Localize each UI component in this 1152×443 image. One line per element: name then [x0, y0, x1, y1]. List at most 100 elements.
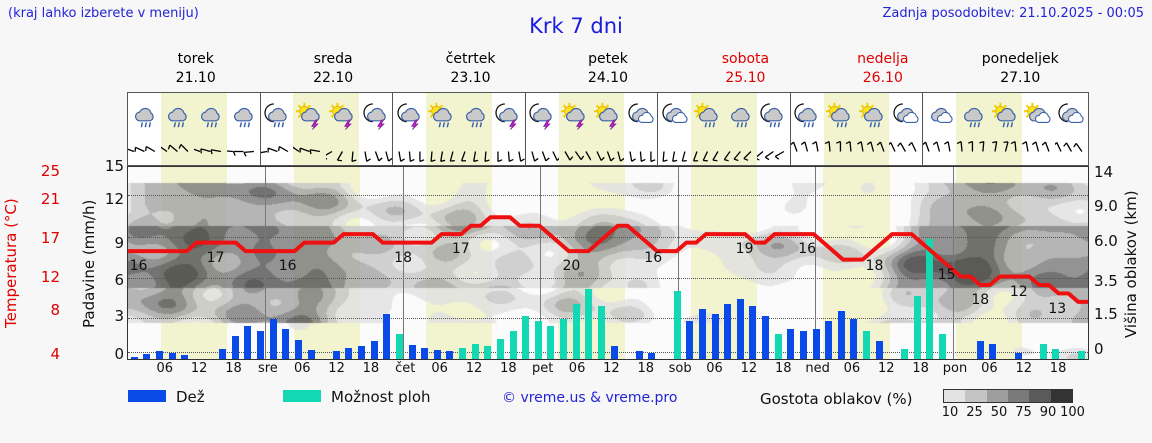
temp-label-13: 13: [1048, 300, 1067, 317]
wind-barb-group-23: [887, 138, 922, 165]
bar-slot-26: [456, 167, 469, 359]
cloud-ramp-tick-4: 90: [1039, 405, 1057, 420]
precip-bar: [332, 351, 340, 359]
bar-slot-30: [507, 167, 520, 359]
precipitation-bars: [128, 167, 1088, 359]
gridline-v-day-4: [677, 167, 679, 359]
cloud-density-ramp: [943, 389, 1073, 403]
gridline-v-day-2: [402, 167, 404, 359]
cloud-density-legend-title: Gostota oblakov (%): [760, 390, 913, 408]
precip-bar: [446, 351, 454, 359]
bar-slot-23: [418, 167, 431, 359]
precip-bar: [168, 352, 176, 359]
bar-slot-58: [860, 167, 873, 359]
cloud-rain-icon: [724, 93, 757, 138]
sun-cloud-icon: [1022, 93, 1055, 138]
precip-bar: [560, 318, 568, 359]
precip-bar: [181, 355, 189, 359]
sun-cloud-thunder-icon: [558, 93, 592, 138]
x-tick-4: 06: [293, 361, 311, 376]
copyright-link[interactable]: © vreme.us & vreme.pro: [502, 390, 678, 406]
axis-title-temperature: Temperatura (°C): [2, 198, 20, 328]
day-name: četrtek: [445, 51, 496, 67]
axis-title-precipitation: Padavine (mm/h): [80, 199, 98, 329]
wind-barb-group-16: [657, 138, 691, 165]
bar-slot-40: [633, 167, 646, 359]
bar-slot-62: [911, 167, 924, 359]
cloud-rain-icon: [160, 93, 194, 138]
precip-bar: [383, 313, 391, 359]
precip-bar: [837, 311, 845, 359]
bar-slot-57: [848, 167, 861, 359]
moon-cloud-thunder-icon: [359, 93, 392, 138]
cloud-rain-icon: [193, 93, 227, 138]
bar-slot-35: [570, 167, 583, 359]
wind-barb-group-18: [723, 138, 757, 165]
day-name: sreda: [313, 51, 353, 67]
bar-slot-20: [381, 167, 394, 359]
wind-barb-group-11: [492, 138, 525, 165]
day-name: petek: [588, 51, 628, 67]
bar-slot-32: [532, 167, 545, 359]
day-date: 26.10: [862, 70, 903, 86]
precip-bar: [863, 331, 871, 359]
day-date: 27.10: [1000, 70, 1041, 86]
temp-label-4: 17: [451, 241, 470, 258]
wind-barb-group-14: [591, 138, 625, 165]
precip-bar: [1014, 352, 1022, 359]
cloud-ramp-tick-5: 100: [1060, 405, 1085, 420]
precip-bar: [395, 333, 403, 359]
cloud-rain-icon: [956, 93, 990, 138]
precip-bar: [648, 352, 656, 359]
precip-tick-5: 0: [114, 345, 124, 363]
precip-bar: [307, 350, 315, 359]
x-tick-8: 06: [431, 361, 448, 376]
bar-slot-45: [696, 167, 709, 359]
precip-bar: [926, 238, 934, 359]
bar-slot-7: [216, 167, 229, 359]
precip-bar: [130, 356, 138, 359]
gridline-v-day-1: [265, 167, 267, 359]
sun-cloud-rain-icon: [989, 93, 1023, 138]
precip-bar: [724, 303, 732, 359]
wind-barb-group-15: [624, 138, 657, 165]
moon-cloud-thunder-icon: [392, 93, 426, 138]
sun-cloud-rain-icon: [426, 93, 459, 138]
wind-barb-group-21: [823, 138, 857, 165]
precip-bar: [269, 318, 277, 359]
bar-slot-53: [797, 167, 810, 359]
day-header-1: sreda 22.10: [264, 50, 401, 90]
wind-barb-group-24: [922, 138, 956, 165]
precip-bar: [799, 331, 807, 359]
bar-slot-68: [987, 167, 1000, 359]
bar-slot-70: [1012, 167, 1025, 359]
moon-cloud-icon: [657, 93, 691, 138]
x-tick-25: 12: [1015, 361, 1032, 376]
x-tick-19: ned: [805, 361, 830, 376]
precip-bar: [143, 353, 151, 359]
temp-label-5: 20: [562, 258, 581, 275]
bar-slot-44: [684, 167, 697, 359]
wind-barb-group-1: [157, 138, 194, 165]
bar-slot-75: [1075, 167, 1088, 359]
precip-tick-0: 15: [104, 157, 124, 175]
precip-bar: [635, 351, 643, 359]
bar-slot-11: [267, 167, 280, 359]
wind-barb-group-19: [754, 138, 790, 165]
bar-slot-36: [583, 167, 596, 359]
bar-slot-50: [759, 167, 772, 359]
precip-bar: [534, 321, 542, 359]
x-tick-23: pon: [942, 361, 968, 376]
precip-bar: [459, 347, 467, 359]
precip-bar: [989, 343, 997, 359]
x-axis-labels: 06 12 18 sre 06 12 18 čet 06 12 18 pet 06 12 18 sob 06 12…: [127, 361, 1089, 381]
bar-slot-38: [608, 167, 621, 359]
temp-label-3: 18: [394, 249, 412, 266]
x-tick-20: 06: [843, 361, 861, 376]
x-tick-24: 06: [981, 361, 998, 376]
x-tick-18: 18: [774, 361, 792, 376]
precip-bar: [1052, 348, 1060, 359]
cloud-tick-5: 0: [1094, 340, 1104, 358]
cloud-rain-icon: [128, 93, 161, 138]
legend-shower-swatch: [283, 390, 321, 402]
